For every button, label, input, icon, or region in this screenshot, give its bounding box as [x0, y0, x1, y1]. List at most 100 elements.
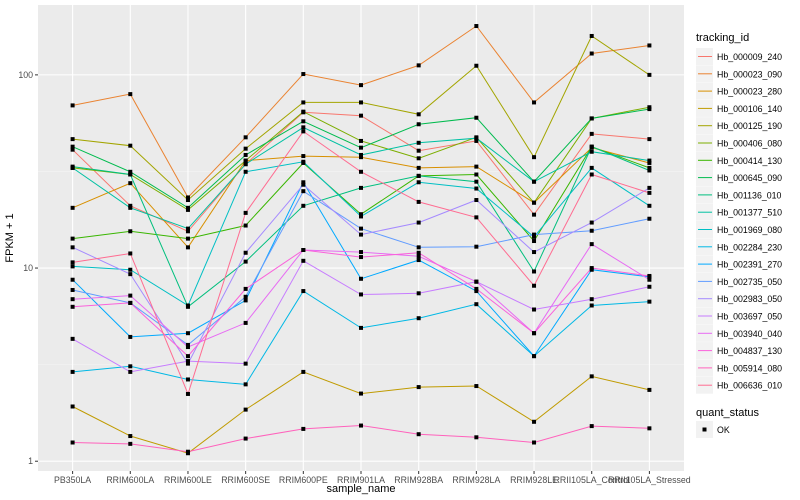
- data-point: [128, 229, 133, 234]
- data-point: [647, 284, 652, 289]
- data-point: [243, 407, 248, 412]
- data-point: [474, 215, 479, 220]
- data-point: [185, 361, 190, 366]
- data-point: [301, 258, 306, 263]
- data-point: [589, 242, 594, 247]
- data-point: [416, 122, 421, 127]
- data-point: [70, 260, 75, 265]
- data-point: [647, 160, 652, 165]
- data-point: [301, 248, 306, 253]
- x-tick-label: RRIM600LE: [164, 475, 212, 485]
- data-point: [359, 113, 363, 118]
- data-point: [589, 266, 594, 271]
- data-point: [647, 203, 652, 208]
- data-point: [301, 119, 306, 124]
- data-point: [474, 186, 479, 191]
- data-point: [128, 203, 133, 208]
- data-point: [474, 164, 479, 169]
- data-point: [416, 63, 421, 68]
- data-point: [185, 391, 190, 396]
- data-point: [243, 436, 248, 441]
- data-point: [474, 179, 479, 184]
- legend-label: Hb_005914_080: [717, 363, 782, 373]
- y-tick-label: 1: [28, 456, 33, 466]
- data-point: [185, 226, 190, 231]
- data-point: [647, 273, 652, 278]
- data-point: [359, 250, 363, 255]
- data-point: [301, 426, 306, 431]
- data-point: [185, 449, 190, 454]
- x-tick-label: RRIM600LA: [106, 475, 154, 485]
- data-point: [532, 419, 537, 424]
- data-point: [301, 109, 306, 114]
- x-tick-label: RRIM928LE: [510, 475, 558, 485]
- data-point: [532, 307, 537, 312]
- data-point: [589, 172, 594, 177]
- data-point: [416, 165, 421, 170]
- data-point: [243, 320, 248, 325]
- data-point: [243, 298, 248, 303]
- legend-label: Hb_003940_040: [717, 329, 782, 339]
- x-axis: PB350LA RRIM600LA RRIM600LE RRIM600SE RRIM60…: [54, 471, 691, 485]
- data-point: [359, 423, 363, 428]
- legend-label: Hb_002983_050: [717, 294, 782, 304]
- data-point: [301, 182, 306, 187]
- legend-quant-status: quant_status OK: [696, 407, 759, 438]
- data-point: [474, 136, 479, 141]
- data-point: [647, 185, 652, 190]
- data-point: [70, 287, 75, 292]
- data-point: [70, 440, 75, 445]
- data-point: [474, 289, 479, 294]
- data-point: [589, 33, 594, 38]
- legend-label: Hb_000009_240: [717, 52, 782, 62]
- series-points: [70, 24, 652, 456]
- data-point: [128, 251, 133, 256]
- data-point: [416, 180, 421, 185]
- legend-label: Hb_000106_140: [717, 104, 782, 114]
- data-point: [301, 159, 306, 164]
- data-point: [532, 440, 537, 445]
- data-point: [532, 155, 537, 160]
- data-point: [70, 264, 75, 269]
- data-point: [589, 303, 594, 308]
- data-point: [647, 72, 652, 77]
- data-point: [416, 173, 421, 178]
- data-point: [243, 146, 248, 151]
- y-tick-label: 100: [18, 70, 33, 80]
- data-point: [243, 152, 248, 157]
- data-point: [474, 435, 479, 440]
- data-point: [359, 214, 363, 219]
- data-point: [647, 107, 652, 112]
- y-axis: 1 10 100: [18, 70, 38, 466]
- data-point: [359, 145, 363, 150]
- data-point: [416, 385, 421, 390]
- data-point: [128, 92, 133, 97]
- data-point: [70, 137, 75, 142]
- data-point: [301, 180, 306, 185]
- data-point: [474, 286, 479, 291]
- x-tick-label: RRIM600PE: [279, 475, 328, 485]
- data-point: [128, 169, 133, 174]
- data-point: [647, 158, 652, 163]
- data-point: [185, 342, 190, 347]
- data-point: [185, 198, 190, 203]
- data-point: [243, 294, 248, 299]
- data-point: [128, 334, 133, 339]
- data-point: [185, 345, 190, 350]
- x-tick-label: RRIM928BA: [394, 475, 443, 485]
- data-point: [474, 198, 479, 203]
- x-tick-label: RRIM600SE: [221, 475, 270, 485]
- data-point: [128, 434, 133, 439]
- data-point: [416, 220, 421, 225]
- legend-tracking-id: tracking_id Hb_000009_240 Hb_000023_090 Hb…: [696, 32, 782, 394]
- data-point: [359, 169, 363, 174]
- data-point: [185, 236, 190, 241]
- data-point: [474, 63, 479, 68]
- data-point: [243, 223, 248, 228]
- y-tick-label: 10: [23, 263, 33, 273]
- data-point: [416, 140, 421, 145]
- legend-label: Hb_001136_010: [717, 190, 782, 200]
- data-point: [359, 83, 363, 88]
- data-point: [70, 147, 75, 152]
- data-point: [532, 179, 537, 184]
